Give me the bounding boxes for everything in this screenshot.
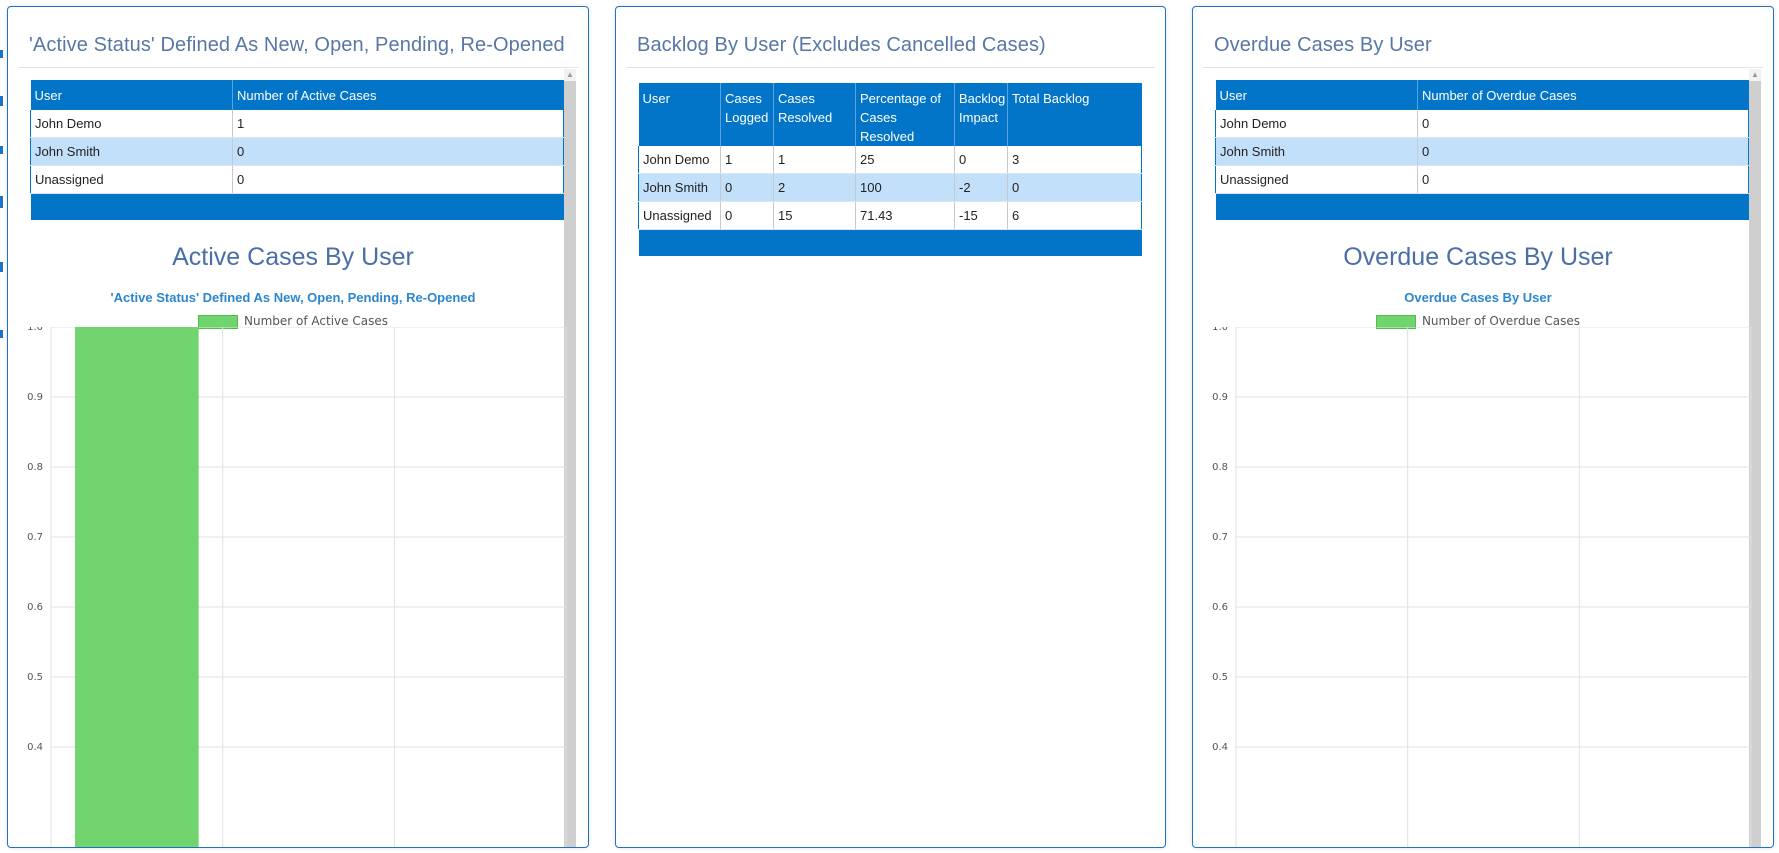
column-header-total-backlog[interactable]: Total Backlog bbox=[1007, 83, 1142, 146]
y-tick-label: 0.8 bbox=[1212, 462, 1228, 473]
table-row: John Demo 1 bbox=[30, 110, 564, 138]
y-tick-label: 0.9 bbox=[1212, 392, 1228, 403]
cell-impact: -15 bbox=[954, 201, 1008, 230]
legend-swatch bbox=[1375, 314, 1416, 329]
column-header-backlog-impact[interactable]: Backlog Impact bbox=[954, 83, 1008, 146]
cell-impact: -2 bbox=[954, 173, 1008, 202]
cell-percentage: 71.43 bbox=[855, 201, 955, 230]
column-header-active-cases[interactable]: Number of Active Cases bbox=[232, 80, 564, 110]
cell-resolved: 1 bbox=[773, 146, 856, 174]
cell-count: 0 bbox=[232, 137, 564, 166]
table-row: Unassigned 0 bbox=[30, 165, 564, 194]
table-footer bbox=[638, 229, 1142, 256]
cell-impact: 0 bbox=[954, 146, 1008, 174]
y-tick-label: 0.8 bbox=[27, 462, 43, 473]
active-cases-chart: 1.0 0.9 0.8 0.7 0.6 0.5 0.4 bbox=[27, 327, 567, 847]
cell-total: 6 bbox=[1007, 201, 1142, 230]
cell-total: 0 bbox=[1007, 173, 1142, 202]
cell-user: John Demo bbox=[638, 146, 721, 174]
scroll-up-icon[interactable]: ▲ bbox=[1749, 69, 1761, 81]
column-header-user[interactable]: User bbox=[1215, 80, 1418, 110]
cell-count: 0 bbox=[1417, 137, 1749, 166]
table-row: Unassigned 0 bbox=[1215, 165, 1749, 194]
active-panel-scrollbar[interactable]: ▲ bbox=[564, 69, 576, 847]
active-panel-title: 'Active Status' Defined As New, Open, Pe… bbox=[29, 34, 565, 56]
cell-count: 0 bbox=[232, 165, 564, 194]
active-chart-legend[interactable]: Number of Active Cases bbox=[8, 314, 578, 329]
cell-user: John Demo bbox=[1215, 110, 1418, 138]
table-row: John Smith 0 2 100 -2 0 bbox=[638, 173, 1142, 202]
cell-percentage: 25 bbox=[855, 146, 955, 174]
backlog-table: User Cases Logged Cases Resolved Percentag… bbox=[638, 83, 1142, 256]
cell-user: John Smith bbox=[1215, 137, 1418, 166]
cell-logged: 1 bbox=[720, 146, 774, 174]
y-tick-label: 0.5 bbox=[27, 672, 43, 683]
divider bbox=[626, 67, 1155, 68]
cell-total: 3 bbox=[1007, 146, 1142, 174]
table-footer bbox=[30, 193, 564, 220]
legend-swatch bbox=[198, 314, 239, 329]
overdue-chart-subtitle: Overdue Cases By User bbox=[1404, 290, 1552, 305]
column-header-overdue-cases[interactable]: Number of Overdue Cases bbox=[1417, 80, 1749, 110]
cell-logged: 0 bbox=[720, 201, 774, 230]
y-tick-label: 0.5 bbox=[1212, 672, 1228, 683]
cell-user: John Smith bbox=[30, 137, 233, 166]
overdue-chart-title: Overdue Cases By User bbox=[1343, 243, 1613, 271]
overdue-cases-table: User Number of Overdue Cases John Demo 0… bbox=[1215, 80, 1749, 220]
overdue-panel-scrollbar[interactable]: ▲ bbox=[1749, 69, 1761, 847]
divider bbox=[1203, 67, 1763, 68]
overdue-panel-title: Overdue Cases By User bbox=[1214, 34, 1432, 56]
y-tick-label: 0.6 bbox=[27, 602, 43, 613]
cell-user: John Demo bbox=[30, 110, 233, 138]
active-cases-panel: 'Active Status' Defined As New, Open, Pe… bbox=[7, 6, 589, 848]
cell-count: 0 bbox=[1417, 110, 1749, 138]
column-header-cases-resolved[interactable]: Cases Resolved bbox=[773, 83, 856, 146]
column-header-user[interactable]: User bbox=[638, 83, 721, 146]
table-row: John Demo 0 bbox=[1215, 110, 1749, 138]
cell-user: John Smith bbox=[638, 173, 721, 202]
y-tick-label: 1.0 bbox=[1212, 327, 1228, 333]
y-tick-label: 0.7 bbox=[27, 532, 43, 543]
table-footer bbox=[1215, 193, 1749, 220]
cell-user: Unassigned bbox=[30, 165, 233, 194]
cell-logged: 0 bbox=[720, 173, 774, 202]
active-cases-table: User Number of Active Cases John Demo 1 … bbox=[30, 80, 564, 220]
backlog-panel-title: Backlog By User (Excludes Cancelled Case… bbox=[637, 34, 1046, 56]
active-chart-subtitle: 'Active Status' Defined As New, Open, Pe… bbox=[110, 290, 476, 305]
cell-percentage: 100 bbox=[855, 173, 955, 202]
overdue-cases-panel: Overdue Cases By User ▲ User Number of O… bbox=[1192, 6, 1774, 848]
cell-count: 0 bbox=[1417, 165, 1749, 194]
y-tick-label: 0.6 bbox=[1212, 602, 1228, 613]
cell-user: Unassigned bbox=[1215, 165, 1418, 194]
window-left-edge bbox=[0, 0, 3, 853]
column-header-cases-logged[interactable]: Cases Logged bbox=[720, 83, 774, 146]
table-row: Unassigned 0 15 71.43 -15 6 bbox=[638, 201, 1142, 230]
backlog-panel: Backlog By User (Excludes Cancelled Case… bbox=[615, 6, 1166, 848]
column-header-user[interactable]: User bbox=[30, 80, 233, 110]
column-header-percentage-resolved[interactable]: Percentage of Cases Resolved bbox=[855, 83, 955, 146]
table-row: John Smith 0 bbox=[1215, 137, 1749, 166]
active-chart-title: Active Cases By User bbox=[172, 243, 414, 271]
overdue-cases-chart: 1.0 0.9 0.8 0.7 0.6 0.5 0.4 bbox=[1212, 327, 1752, 847]
cell-resolved: 15 bbox=[773, 201, 856, 230]
legend-label: Number of Overdue Cases bbox=[1421, 314, 1581, 328]
cell-user: Unassigned bbox=[638, 201, 721, 230]
bar bbox=[75, 327, 199, 847]
legend-label: Number of Active Cases bbox=[244, 314, 388, 328]
y-tick-label: 0.9 bbox=[27, 392, 43, 403]
scroll-up-icon[interactable]: ▲ bbox=[564, 69, 576, 81]
overdue-chart-legend[interactable]: Number of Overdue Cases bbox=[1193, 314, 1763, 329]
y-tick-label: 0.7 bbox=[1212, 532, 1228, 543]
y-tick-label: 0.4 bbox=[1212, 742, 1228, 753]
cell-count: 1 bbox=[232, 110, 564, 138]
table-row: John Smith 0 bbox=[30, 137, 564, 166]
y-tick-label: 1.0 bbox=[27, 327, 43, 333]
y-tick-label: 0.4 bbox=[27, 742, 43, 753]
divider bbox=[18, 67, 578, 68]
cell-resolved: 2 bbox=[773, 173, 856, 202]
table-row: John Demo 1 1 25 0 3 bbox=[638, 146, 1142, 174]
